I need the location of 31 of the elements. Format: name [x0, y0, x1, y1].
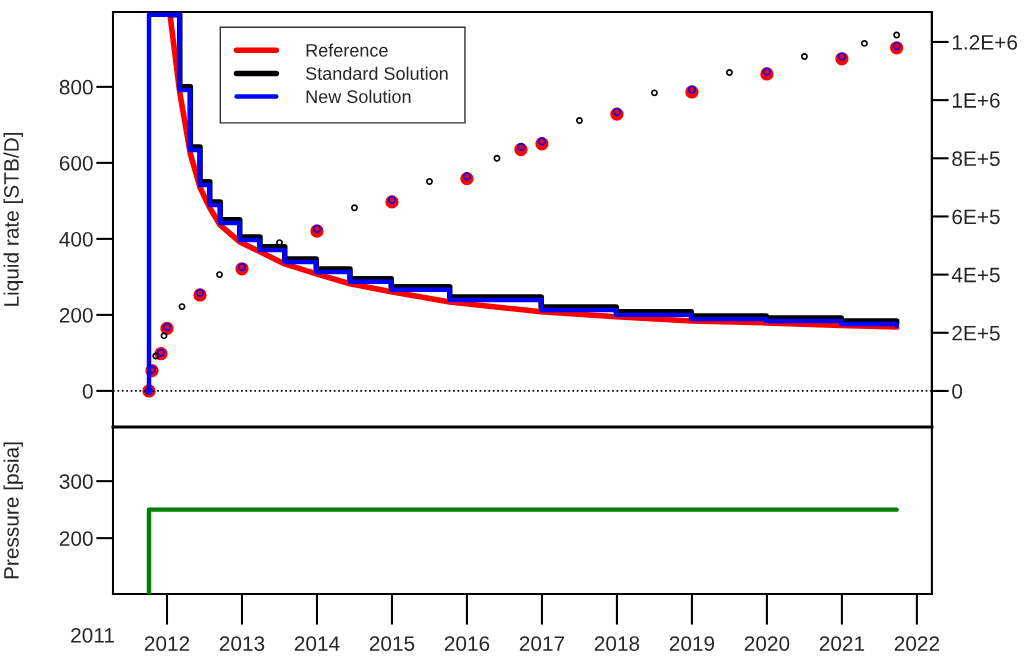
y-tick-label: 200	[59, 531, 93, 546]
y2-tick-label: 4E+5	[951, 267, 1000, 283]
legend-label: Standard Solution	[305, 66, 448, 80]
x-tick-label: 2020	[744, 636, 790, 651]
x-tick-label: 2016	[444, 636, 490, 651]
y-axis-title: Liquid rate [STB/D]	[3, 132, 23, 306]
y-tick-label: 800	[59, 79, 93, 95]
y-tick-label: 400	[59, 231, 93, 247]
x-tick-label: 2014	[294, 636, 340, 651]
legend-label: New Solution	[306, 89, 411, 104]
y-tick-label: 300	[59, 474, 93, 489]
y2-tick-label: 6E+5	[952, 209, 1000, 225]
y2-tick-label: 8E+5	[952, 151, 1000, 167]
x-tick-label: 2022	[894, 636, 940, 651]
y-tick-label: 0	[82, 383, 93, 399]
y2-tick-label: 1.2E+6	[952, 34, 1018, 50]
text: 2011	[71, 627, 114, 643]
y-tick-label: 600	[59, 155, 93, 171]
y2-tick-label: 0	[952, 383, 963, 399]
y2-tick-label: 1E+6	[952, 93, 1000, 108]
legend-label: Reference	[306, 43, 388, 57]
y2-tick-label: 2E+5	[952, 325, 1000, 341]
x-tick-label: 2015	[369, 636, 415, 651]
y-tick-label: 200	[59, 307, 93, 323]
x-tick-label: 2012	[144, 636, 190, 651]
x-tick-label: 2019	[669, 636, 715, 651]
x-tick-label: 2021	[819, 636, 865, 651]
x-tick-label: 2018	[594, 636, 640, 651]
x-tick-label: 2017	[519, 636, 565, 651]
y-axis-title: Pressure [psia]	[3, 442, 23, 579]
x-tick-label: 2013	[219, 636, 265, 651]
